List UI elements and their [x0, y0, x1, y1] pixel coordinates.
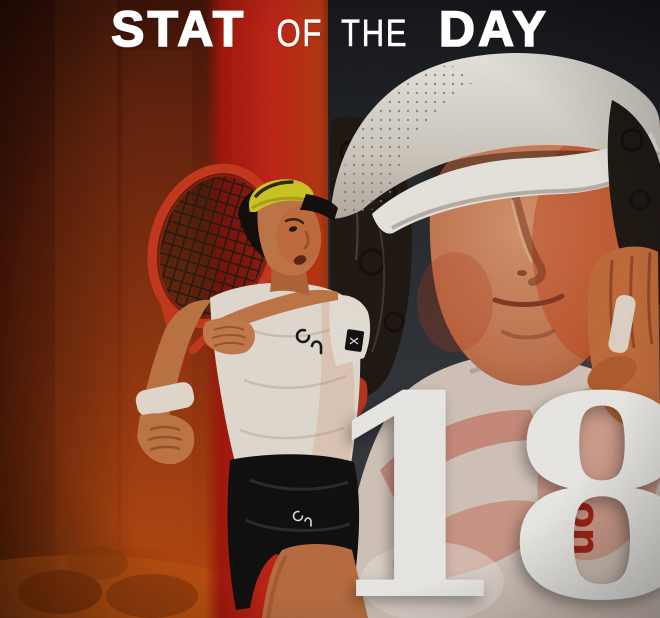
headline-stat: STAT — [110, 1, 247, 57]
headline-day: DAY — [438, 1, 549, 57]
headline-of-the: OF THE — [276, 13, 409, 55]
headline: STAT OF THE DAY — [0, 1, 660, 57]
